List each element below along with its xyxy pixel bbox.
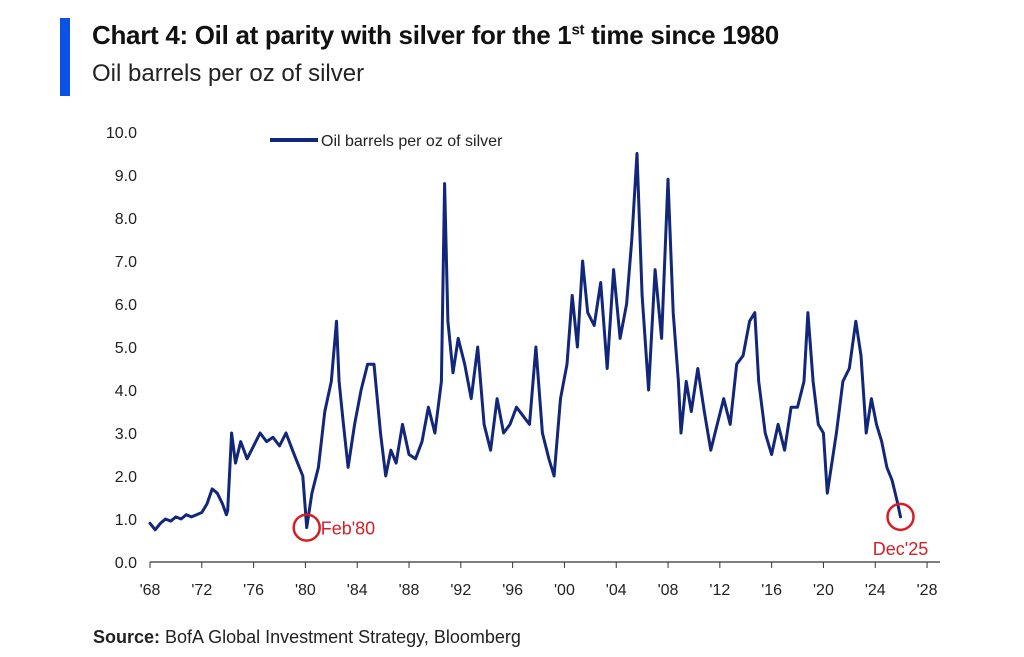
- y-tick-label: 3.0: [115, 426, 137, 443]
- y-tick-label: 0.0: [115, 555, 137, 572]
- x-tick-label: '68: [140, 582, 161, 599]
- x-tick-label: '16: [761, 582, 782, 599]
- y-tick-label: 5.0: [115, 340, 137, 357]
- x-tick-label: '28: [917, 582, 938, 599]
- y-tick-label: 4.0: [115, 383, 137, 400]
- series-layer: [148, 152, 902, 532]
- source-label: Source:: [93, 627, 161, 647]
- y-tick-label: 10.0: [106, 125, 137, 142]
- x-tick-label: '76: [243, 582, 264, 599]
- y-tick-label: 7.0: [115, 254, 137, 271]
- x-tick-label: '80: [295, 582, 316, 599]
- x-tick-label: '88: [399, 582, 420, 599]
- x-tick-label: '12: [709, 582, 730, 599]
- y-axis: 0.0 1.0 2.0 3.0 4.0 5.0 6.0 7.0 8.0 9.0 10.0: [106, 125, 137, 572]
- y-tick-label: 8.0: [115, 211, 137, 228]
- y-tick-label: 1.0: [115, 512, 137, 529]
- title-main: Chart 4: Oil at parity with silver for t…: [92, 20, 572, 50]
- annotation-label: Dec'25: [873, 539, 928, 559]
- annotations: Feb'80 Dec'25: [292, 502, 928, 559]
- line-chart: 0.0 1.0 2.0 3.0 4.0 5.0 6.0 7.0 8.0 9.0 10.0 '68 '7…: [106, 125, 940, 599]
- x-tick-label: '08: [658, 582, 679, 599]
- title-superscript: st: [571, 21, 585, 39]
- source-note: Source: BofA Global Investment Strategy,…: [93, 627, 521, 648]
- legend-label: Oil barrels per oz of silver: [321, 133, 503, 150]
- x-tick-label: '96: [502, 582, 523, 599]
- y-tick-label: 9.0: [115, 168, 137, 185]
- legend: Oil barrels per oz of silver: [270, 133, 503, 150]
- annotation-circle: [886, 502, 915, 532]
- annotation-label: Feb'80: [321, 519, 375, 539]
- x-tick-label: '24: [865, 582, 886, 599]
- x-tick-label: '20: [813, 582, 834, 599]
- accent-bar: [60, 18, 70, 96]
- source-text: BofA Global Investment Strategy, Bloombe…: [160, 627, 521, 647]
- x-tick-label: '04: [606, 582, 627, 599]
- chart-subtitle: Oil barrels per oz of silver: [92, 60, 365, 87]
- x-tick-label: '84: [347, 582, 368, 599]
- y-tick-label: 2.0: [115, 469, 137, 486]
- y-tick-label: 6.0: [115, 297, 137, 314]
- title-tail: time since 1980: [584, 20, 779, 50]
- chart-title: Chart 4: Oil at parity with silver for t…: [92, 20, 779, 51]
- x-tick-label: '00: [554, 582, 575, 599]
- x-tick-label: '72: [191, 582, 212, 599]
- series-line: [148, 152, 902, 532]
- x-axis: '68 '72 '76 '80 '84 '88 '92 '96 '00 '04 '08 '12 '16 '…: [140, 561, 940, 599]
- x-tick-label: '92: [450, 582, 471, 599]
- annotation-circle: [292, 513, 321, 542]
